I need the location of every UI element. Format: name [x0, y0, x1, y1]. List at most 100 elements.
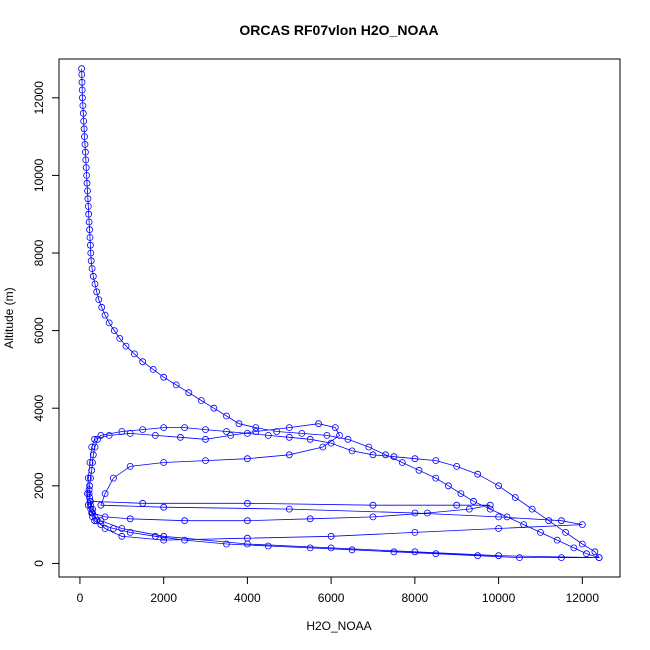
data-point: [97, 431, 105, 439]
data-point: [110, 474, 117, 482]
x-tick-label: 4000: [234, 591, 261, 605]
data-point: [89, 451, 97, 459]
data-point: [432, 550, 440, 558]
data-point: [495, 525, 503, 532]
data-point: [369, 513, 377, 521]
data-point: [495, 552, 503, 560]
data-point: [348, 546, 356, 554]
data-point: [264, 431, 272, 439]
data-point: [87, 257, 95, 265]
data-point: [264, 542, 272, 550]
data-point: [562, 529, 569, 536]
data-point: [105, 431, 113, 439]
data-point: [537, 529, 544, 536]
data-point: [486, 501, 494, 509]
data-point: [243, 534, 251, 542]
data-point: [285, 451, 293, 459]
data-point: [160, 536, 168, 544]
data-point: [86, 226, 93, 234]
data-point: [252, 428, 260, 435]
data-point: [139, 499, 147, 507]
data-point: [583, 550, 590, 558]
data-point: [285, 433, 293, 441]
data-point: [97, 501, 105, 509]
x-tick-label: 2000: [150, 591, 177, 605]
data-point: [411, 509, 419, 517]
data-point: [86, 482, 93, 490]
data-point: [80, 117, 88, 125]
data-point: [82, 148, 89, 156]
data-point: [88, 443, 96, 451]
data-point: [516, 554, 523, 561]
data-point: [202, 426, 209, 434]
data-point: [79, 94, 86, 102]
data-point: [365, 443, 373, 451]
x-axis-label: H2O_NOAA: [306, 619, 371, 633]
data-point: [252, 424, 260, 432]
data-point: [84, 501, 92, 509]
data-point: [495, 513, 503, 521]
data-point: [110, 525, 117, 532]
data-point: [79, 102, 87, 109]
data-point: [453, 462, 461, 470]
data-point: [223, 412, 230, 420]
data-point: [118, 525, 126, 532]
data-point: [306, 544, 314, 552]
data-point: [88, 466, 96, 474]
data-point: [78, 86, 86, 94]
data-point: [84, 474, 92, 482]
data-point: [202, 435, 209, 443]
data-point: [93, 288, 101, 296]
data-point: [553, 536, 561, 544]
data-point: [95, 296, 103, 304]
x-tick-label: 8000: [402, 591, 429, 605]
data-point: [101, 311, 109, 319]
data-point: [122, 342, 130, 350]
data-point: [176, 433, 184, 441]
data-point: [89, 272, 97, 280]
data-point: [457, 490, 465, 498]
data-point: [160, 459, 168, 466]
data-point: [81, 133, 88, 141]
data-point: [110, 327, 118, 335]
data-point: [444, 482, 452, 490]
data-point: [223, 540, 230, 548]
data-point: [181, 424, 189, 432]
data-point: [243, 499, 251, 507]
data-point: [88, 265, 96, 272]
data-point: [319, 443, 327, 451]
data-point: [105, 319, 113, 327]
y-tick-label: 0: [32, 560, 46, 567]
x-tick-label: 10000: [482, 591, 516, 605]
data-point: [331, 424, 339, 432]
data-point: [84, 202, 92, 210]
data-point: [160, 373, 168, 381]
data-point: [327, 544, 335, 552]
y-tick-label: 2000: [32, 472, 46, 499]
data-point: [87, 241, 94, 249]
data-point: [411, 455, 419, 463]
data-point: [243, 517, 251, 525]
data-point: [87, 474, 94, 482]
data-point: [91, 435, 98, 443]
data-point: [285, 424, 293, 432]
data-point: [411, 548, 419, 556]
y-tick-label: 4000: [32, 395, 46, 422]
data-point: [87, 497, 94, 505]
data-point: [369, 501, 377, 509]
x-tick-label: 12000: [566, 591, 600, 605]
data-point: [87, 501, 94, 509]
data-point: [495, 482, 503, 490]
data-point: [82, 164, 90, 172]
data-point: [78, 71, 86, 78]
data-point: [474, 470, 482, 478]
data-point: [151, 431, 159, 439]
chart-title: ORCAS RF07vlon H2O_NOAA: [239, 22, 438, 38]
data-point: [243, 429, 251, 437]
y-tick-label: 10000: [32, 158, 46, 192]
data-point: [591, 548, 599, 556]
data-point: [85, 210, 93, 218]
data-point: [93, 517, 101, 525]
data-point: [390, 453, 398, 461]
